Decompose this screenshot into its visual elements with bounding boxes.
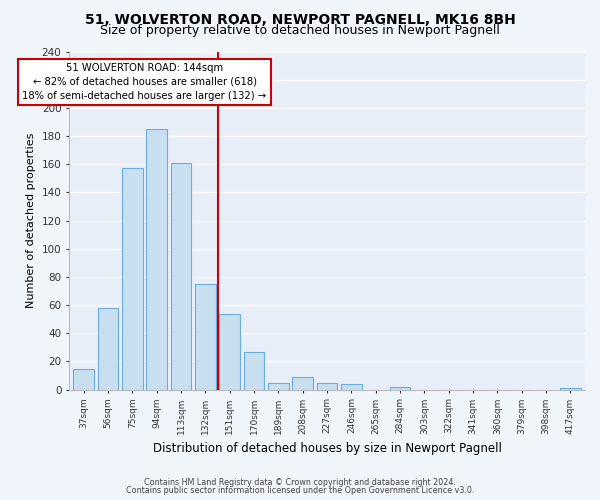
Text: Contains HM Land Registry data © Crown copyright and database right 2024.: Contains HM Land Registry data © Crown c… xyxy=(144,478,456,487)
Bar xyxy=(389,387,410,390)
Bar xyxy=(73,368,94,390)
Bar xyxy=(98,308,118,390)
Bar xyxy=(292,377,313,390)
Text: 51 WOLVERTON ROAD: 144sqm
← 82% of detached houses are smaller (618)
18% of semi: 51 WOLVERTON ROAD: 144sqm ← 82% of detac… xyxy=(22,63,266,101)
Bar xyxy=(146,129,167,390)
Text: 51, WOLVERTON ROAD, NEWPORT PAGNELL, MK16 8BH: 51, WOLVERTON ROAD, NEWPORT PAGNELL, MK1… xyxy=(85,12,515,26)
X-axis label: Distribution of detached houses by size in Newport Pagnell: Distribution of detached houses by size … xyxy=(152,442,502,455)
Bar xyxy=(195,284,215,390)
Bar xyxy=(341,384,362,390)
Y-axis label: Number of detached properties: Number of detached properties xyxy=(26,133,36,308)
Bar xyxy=(122,168,143,390)
Text: Size of property relative to detached houses in Newport Pagnell: Size of property relative to detached ho… xyxy=(100,24,500,37)
Bar xyxy=(220,314,240,390)
Bar xyxy=(317,382,337,390)
Bar xyxy=(560,388,581,390)
Text: Contains public sector information licensed under the Open Government Licence v3: Contains public sector information licen… xyxy=(126,486,474,495)
Bar xyxy=(244,352,265,390)
Bar xyxy=(170,163,191,390)
Bar xyxy=(268,382,289,390)
